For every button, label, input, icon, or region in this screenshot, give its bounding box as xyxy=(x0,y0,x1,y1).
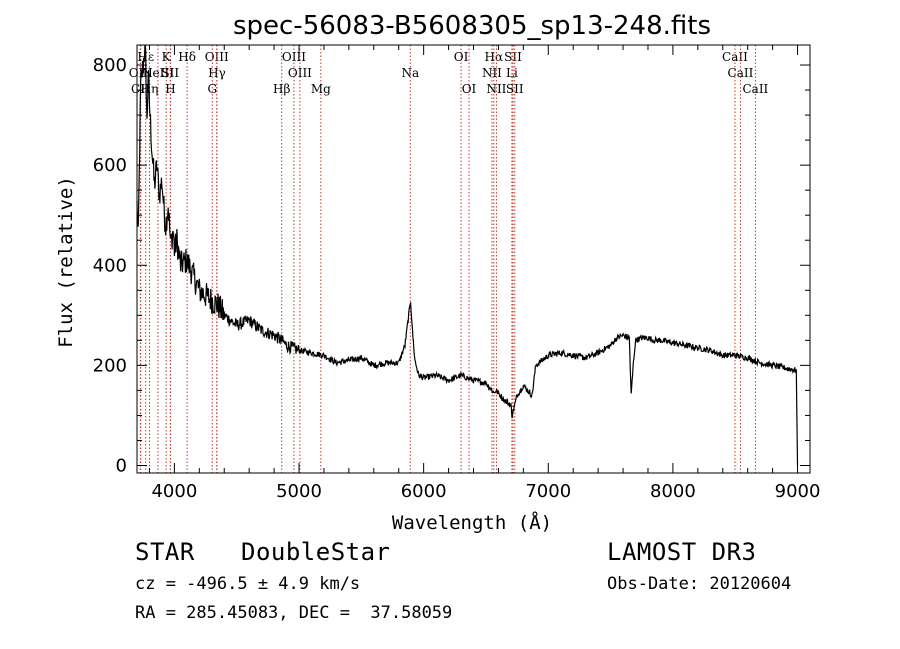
x-tick-label: 7000 xyxy=(525,481,571,502)
line-marker-label: SII xyxy=(506,82,524,96)
line-marker-label: OI xyxy=(454,50,469,64)
line-marker-label: OIII xyxy=(288,66,312,80)
line-marker-label: CaII xyxy=(742,82,768,96)
line-marker-label: K xyxy=(162,50,172,64)
line-marker-label: Hβ xyxy=(273,82,290,96)
line-marker-label: CaII xyxy=(722,50,748,64)
chart-title: spec-56083-B5608305_sp13-248.fits xyxy=(233,11,711,41)
x-tick-label: 6000 xyxy=(401,481,447,502)
observation-date: Obs-Date: 20120604 xyxy=(607,574,792,594)
y-tick-label: 600 xyxy=(93,155,127,176)
y-tick-label: 200 xyxy=(93,355,127,376)
line-marker-label: OIII xyxy=(282,50,306,64)
line-marker-label: Hγ xyxy=(208,66,226,80)
line-marker-label: Hα xyxy=(485,50,504,64)
x-tick-label: 9000 xyxy=(775,481,821,502)
redshift-velocity: cz = -496.5 ± 4.9 km/s xyxy=(135,574,361,594)
line-marker-label: NII xyxy=(486,82,506,96)
line-marker-label: H xyxy=(165,82,175,96)
line-marker-label: Mg xyxy=(311,82,331,96)
line-marker-label: Li xyxy=(506,66,518,80)
coordinates: RA = 285.45083, DEC = 37.58059 xyxy=(135,603,453,623)
line-marker-label: CaII xyxy=(728,66,754,80)
survey-name: LAMOST DR3 xyxy=(607,538,757,566)
object-subclass: DoubleStar xyxy=(241,538,391,566)
object-type: STAR xyxy=(135,538,195,566)
line-marker-label: NII xyxy=(482,66,502,80)
line-marker-label: OI xyxy=(462,82,477,96)
y-tick-label: 0 xyxy=(116,455,127,476)
x-tick-label: 5000 xyxy=(276,481,322,502)
x-axis-label: Wavelength (Å) xyxy=(392,511,552,534)
y-tick-label: 800 xyxy=(93,55,127,76)
line-marker-label: SII xyxy=(504,50,522,64)
y-tick-label: 400 xyxy=(93,255,127,276)
line-marker-label: Na xyxy=(401,66,419,80)
y-axis-label: Flux (relative) xyxy=(55,176,77,348)
spectrum-line xyxy=(136,45,799,466)
axis-ticks: 4000 5000 6000 7000 8000 9000 0 200 400 600 800 xyxy=(93,45,821,502)
line-marker-label: Hδ xyxy=(178,50,196,64)
plot-frame xyxy=(136,44,811,474)
line-marker-label: G xyxy=(207,82,217,96)
x-tick-label: 4000 xyxy=(151,481,197,502)
x-tick-label: 8000 xyxy=(650,481,696,502)
